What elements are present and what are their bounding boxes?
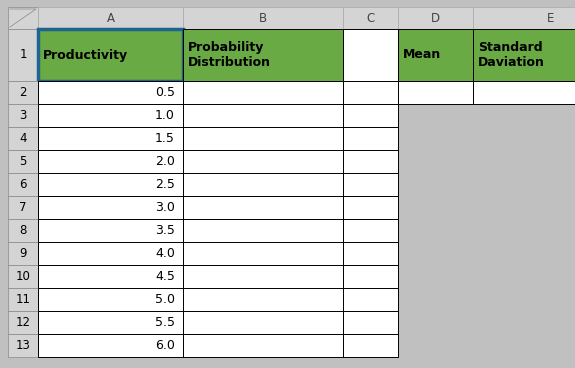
- Text: 10: 10: [16, 270, 30, 283]
- Text: 4: 4: [19, 132, 27, 145]
- Text: Standard
Daviation: Standard Daviation: [478, 41, 545, 69]
- Bar: [38, 288, 183, 311]
- Text: 8: 8: [20, 224, 26, 237]
- Bar: [38, 265, 183, 288]
- Bar: [8, 173, 38, 196]
- Bar: [8, 81, 38, 104]
- Text: 1.5: 1.5: [155, 132, 175, 145]
- Bar: [343, 219, 398, 242]
- Bar: [8, 196, 38, 219]
- Text: Productivity: Productivity: [43, 49, 128, 61]
- Bar: [8, 242, 38, 265]
- Bar: [38, 173, 183, 196]
- Text: 5.0: 5.0: [155, 293, 175, 306]
- Bar: [473, 29, 575, 81]
- Bar: [183, 127, 343, 150]
- Bar: [343, 196, 398, 219]
- Text: Mean: Mean: [403, 49, 441, 61]
- Bar: [183, 81, 343, 104]
- Bar: [183, 219, 343, 242]
- Text: 5.5: 5.5: [155, 316, 175, 329]
- Bar: [343, 334, 398, 357]
- Bar: [343, 242, 398, 265]
- Bar: [8, 265, 38, 288]
- Bar: [473, 81, 575, 104]
- Text: E: E: [547, 11, 554, 25]
- Bar: [8, 219, 38, 242]
- Text: B: B: [259, 11, 267, 25]
- Text: C: C: [366, 11, 375, 25]
- Bar: [343, 81, 398, 104]
- Text: D: D: [431, 11, 440, 25]
- Bar: [343, 150, 398, 173]
- Text: 9: 9: [19, 247, 27, 260]
- Text: 2.0: 2.0: [155, 155, 175, 168]
- Bar: [38, 196, 183, 219]
- Bar: [343, 288, 398, 311]
- Bar: [183, 104, 343, 127]
- Text: A: A: [106, 11, 114, 25]
- Text: 4.5: 4.5: [155, 270, 175, 283]
- Bar: [183, 29, 343, 81]
- Bar: [38, 127, 183, 150]
- Bar: [343, 29, 398, 81]
- Text: 3.5: 3.5: [155, 224, 175, 237]
- Text: 5: 5: [20, 155, 26, 168]
- Bar: [8, 311, 38, 334]
- Bar: [183, 196, 343, 219]
- Bar: [183, 173, 343, 196]
- Bar: [38, 81, 183, 104]
- Text: 0.5: 0.5: [155, 86, 175, 99]
- Bar: [38, 311, 183, 334]
- Text: 6.0: 6.0: [155, 339, 175, 352]
- Bar: [473, 7, 575, 29]
- Bar: [183, 7, 343, 29]
- Bar: [38, 242, 183, 265]
- Bar: [38, 7, 183, 29]
- Bar: [183, 334, 343, 357]
- Bar: [38, 150, 183, 173]
- Text: Probability
Distribution: Probability Distribution: [188, 41, 271, 69]
- Bar: [343, 104, 398, 127]
- Bar: [183, 265, 343, 288]
- Bar: [343, 127, 398, 150]
- Bar: [343, 173, 398, 196]
- Bar: [398, 29, 473, 81]
- Bar: [8, 334, 38, 357]
- Bar: [8, 127, 38, 150]
- Bar: [343, 7, 398, 29]
- Text: 13: 13: [16, 339, 30, 352]
- Text: 2.5: 2.5: [155, 178, 175, 191]
- Bar: [8, 288, 38, 311]
- Bar: [8, 29, 38, 81]
- Text: 4.0: 4.0: [155, 247, 175, 260]
- Text: 12: 12: [16, 316, 30, 329]
- Text: 3: 3: [20, 109, 26, 122]
- Bar: [38, 219, 183, 242]
- Bar: [8, 150, 38, 173]
- Text: 11: 11: [16, 293, 30, 306]
- Text: 1.0: 1.0: [155, 109, 175, 122]
- Bar: [398, 7, 473, 29]
- Bar: [38, 29, 183, 81]
- Text: 2: 2: [19, 86, 27, 99]
- Bar: [8, 7, 38, 29]
- Text: 6: 6: [19, 178, 27, 191]
- Bar: [343, 265, 398, 288]
- Text: 7: 7: [19, 201, 27, 214]
- Bar: [183, 288, 343, 311]
- Bar: [8, 104, 38, 127]
- Bar: [343, 311, 398, 334]
- Bar: [398, 81, 473, 104]
- Bar: [183, 311, 343, 334]
- Bar: [38, 104, 183, 127]
- Bar: [183, 150, 343, 173]
- Text: 1: 1: [19, 49, 27, 61]
- Bar: [38, 334, 183, 357]
- Bar: [183, 242, 343, 265]
- Text: 3.0: 3.0: [155, 201, 175, 214]
